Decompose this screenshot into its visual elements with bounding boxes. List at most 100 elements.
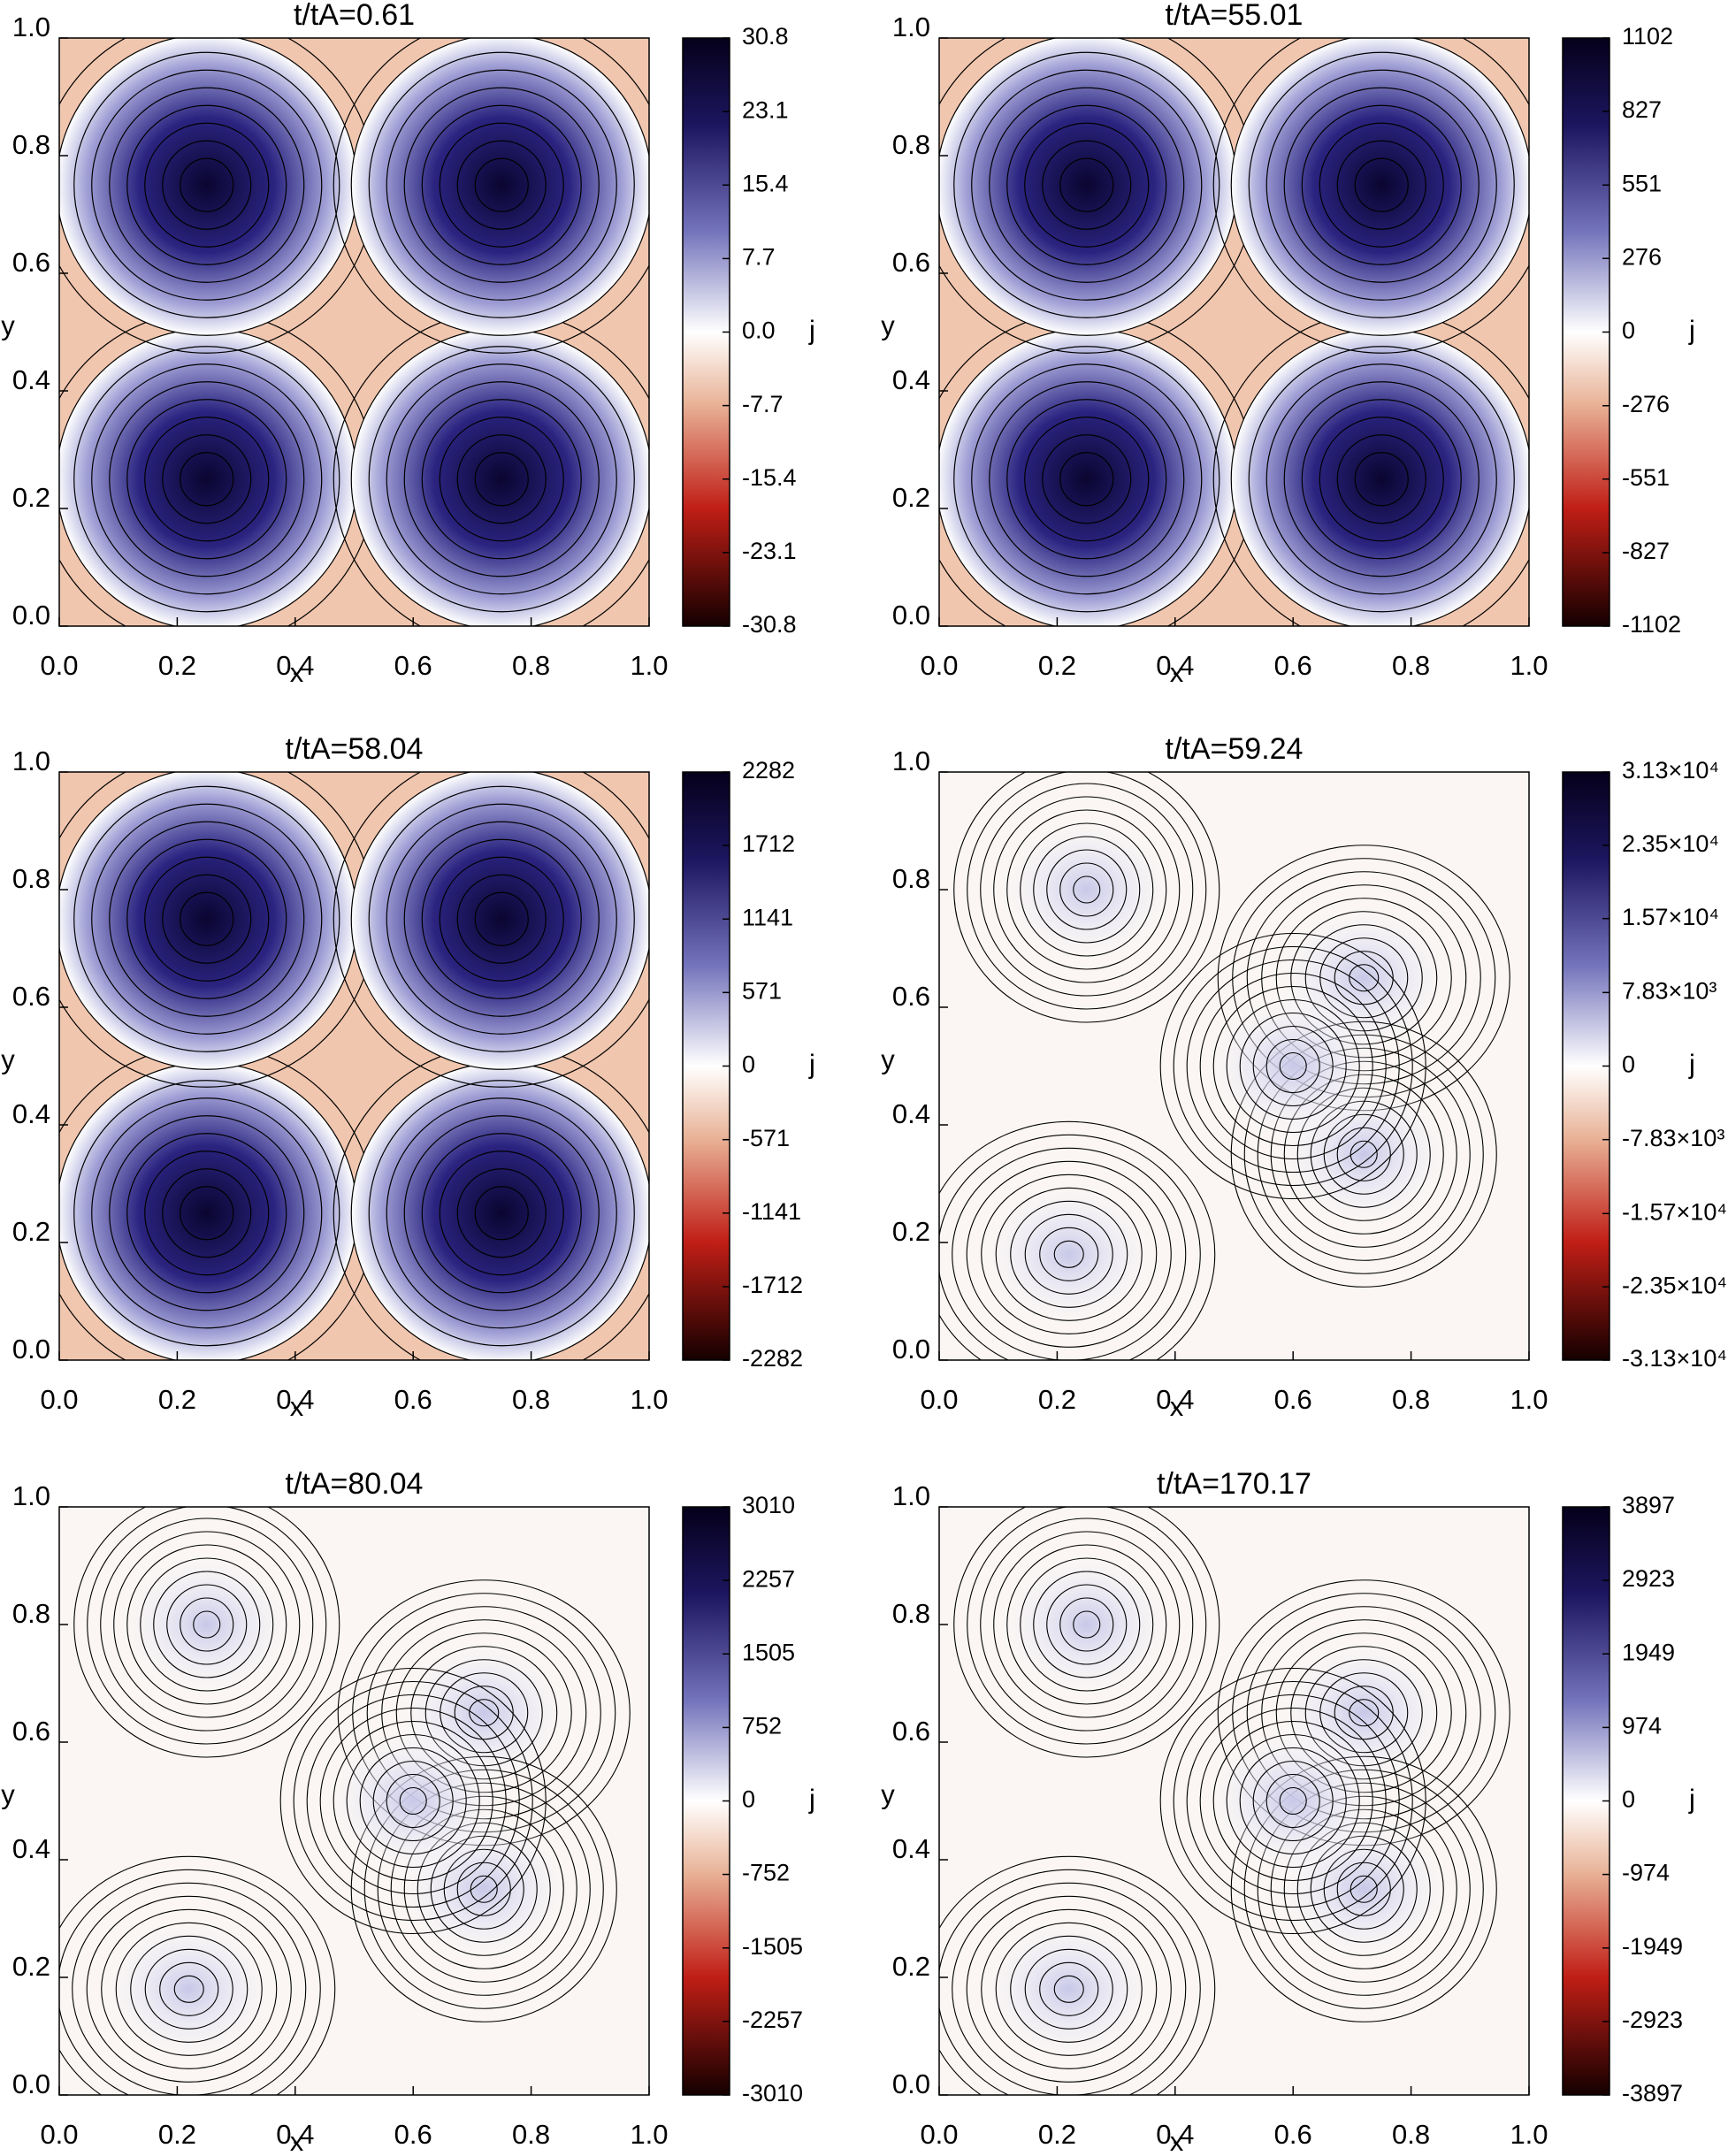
contour	[470, 1875, 498, 1903]
colorbar-tick-label: 276	[1622, 243, 1662, 270]
y-tick-label: 0.6	[892, 247, 930, 278]
contour	[359, 1747, 467, 1855]
panel: t/tA=55.01 0.0 0.2 0.4 0.6 0.8 1.0 0.0 0.2 0.4 0.6…	[881, 0, 1695, 688]
y-tick-label: 0.2	[892, 482, 930, 513]
field	[59, 1507, 649, 2095]
colorbar-tick-label: -827	[1622, 538, 1670, 564]
contour	[1248, 346, 1515, 613]
contour	[1349, 1699, 1380, 1727]
contour	[1073, 1610, 1101, 1639]
y-tick-label: 0.2	[12, 482, 50, 513]
x-tick-label: 0.0	[40, 1384, 78, 1415]
contour	[91, 1097, 323, 1329]
contour	[1336, 1862, 1391, 1916]
contour	[1159, 1667, 1426, 1935]
colorbar-tick-label: -2257	[742, 2007, 803, 2033]
x-tick-label: 0.0	[40, 650, 78, 681]
contour	[474, 157, 529, 212]
colorbar-tick-label: -15.4	[742, 464, 797, 491]
field-blob	[1231, 328, 1529, 626]
contour	[1046, 1584, 1128, 1665]
colorbar-tick-label: 571	[742, 977, 782, 1004]
contour	[166, 1584, 248, 1665]
contour	[953, 772, 1220, 1023]
contour	[971, 363, 1203, 595]
contour	[1265, 69, 1497, 301]
contour	[1059, 452, 1114, 507]
contour	[1301, 104, 1462, 265]
panel-title: t/tA=80.04	[286, 1467, 424, 1501]
contour	[1024, 417, 1150, 542]
contour	[1230, 38, 1529, 336]
y-tick-label: 0.0	[12, 1334, 50, 1365]
field	[939, 772, 1529, 1360]
colorbar	[682, 771, 730, 1361]
colorbar-label: j	[808, 1049, 815, 1080]
contour	[73, 346, 340, 613]
colorbar-tick-label: 1102	[1622, 23, 1673, 50]
contour	[439, 417, 564, 542]
x-tick-label: 0.6	[394, 1384, 432, 1415]
x-tick-label: 1.0	[630, 1384, 668, 1415]
contour	[1212, 985, 1373, 1147]
contour	[993, 796, 1181, 983]
contour	[87, 1507, 327, 1745]
colorbar-tick-label: -551	[1622, 464, 1670, 491]
contour	[126, 399, 287, 560]
y-tick-label: 0.0	[892, 600, 930, 631]
colorbar-tick-label: 7.83×10³	[1622, 977, 1717, 1004]
field-blob	[1231, 38, 1529, 336]
colorbar-tick-label: 0.0	[742, 317, 776, 344]
y-tick-label: 0.6	[12, 981, 50, 1012]
contour	[333, 772, 649, 1088]
contour	[368, 1080, 635, 1347]
contour	[1186, 959, 1400, 1174]
y-tick-label: 0.4	[12, 364, 50, 395]
colorbar-tick-label: -2923	[1622, 2007, 1683, 2033]
y-tick-label: 0.0	[12, 2068, 50, 2099]
contour	[1159, 932, 1426, 1200]
colorbar-tick-label: -1712	[742, 1272, 803, 1298]
contour	[162, 434, 252, 524]
colorbar-label: j	[808, 315, 815, 346]
contour	[421, 838, 582, 999]
contour	[144, 856, 270, 982]
colorbar-tick-label: -276	[1622, 391, 1670, 417]
field-blob	[109, 1545, 304, 1704]
contour	[439, 1151, 564, 1276]
x-tick-label: 0.4	[276, 650, 314, 681]
contour	[1354, 452, 1409, 507]
contour	[456, 434, 547, 524]
colorbar-tick-label: 0	[1622, 1051, 1635, 1078]
contour	[1042, 140, 1132, 230]
contour	[1301, 399, 1462, 560]
panel: t/tA=170.17 0.0 0.2 0.4 0.6 0.8 1.0 0.0 0.2 0.4 0.…	[881, 1467, 1695, 2156]
contour	[403, 821, 600, 1017]
colorbar-tick-label: 2.35×10⁴	[1622, 830, 1719, 857]
contour	[386, 69, 617, 301]
contour	[109, 821, 305, 1017]
contour	[1042, 434, 1132, 524]
contour	[126, 838, 287, 999]
contour	[126, 1544, 287, 1705]
contour	[995, 1187, 1143, 1321]
contour	[952, 1882, 1187, 2095]
contour	[993, 1531, 1181, 1718]
x-tick-label: 0.2	[158, 1384, 196, 1415]
y-tick-label: 0.8	[892, 1598, 930, 1629]
contour	[126, 104, 287, 265]
contour	[1319, 417, 1444, 542]
colorbar-tick-label: 752	[742, 1713, 782, 1739]
y-tick-label: 1.0	[892, 1480, 930, 1511]
colorbar-tick-label: -3010	[742, 2080, 803, 2106]
colorbar-tick-label: -30.8	[742, 611, 797, 638]
colorbar-tick-label: 2257	[742, 1565, 795, 1592]
contour	[86, 1895, 292, 2083]
contour	[952, 1147, 1187, 1360]
y-tick-label: 0.6	[12, 1716, 50, 1747]
y-tick-label: 0.8	[12, 129, 50, 160]
colorbar-tick-label: -1141	[742, 1198, 801, 1225]
panel-title: t/tA=170.17	[1157, 1467, 1311, 1501]
contour	[144, 1948, 233, 2030]
